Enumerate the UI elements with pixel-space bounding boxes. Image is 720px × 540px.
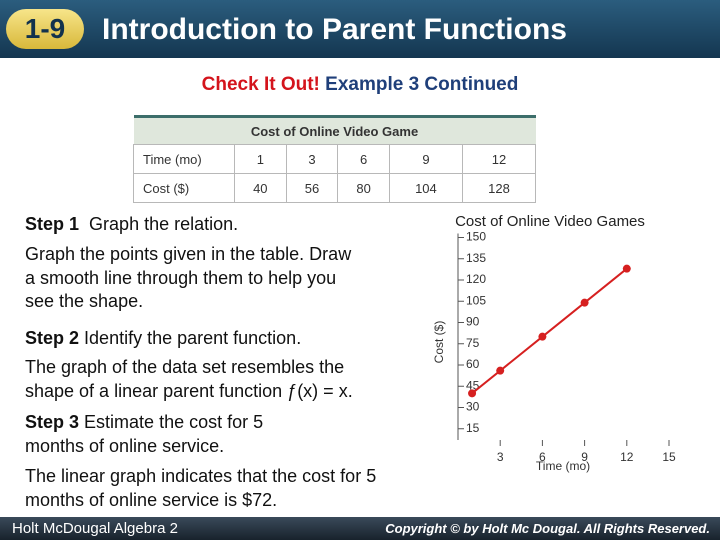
data-point: [496, 366, 505, 375]
y-tick-label: 150: [466, 230, 486, 244]
step-title: Estimate the cost for 5 months of online…: [25, 412, 264, 456]
header: 1-9 Introduction to Parent Functions: [0, 0, 720, 58]
y-tick-label: 75: [466, 336, 480, 350]
x-tick-label: 6: [539, 450, 546, 464]
data-point: [538, 332, 547, 341]
cell: 56: [285, 173, 339, 203]
chart-title: Cost of Online Video Games: [455, 213, 645, 230]
cell: 128: [461, 173, 537, 203]
subtitle-lead: Check It Out!: [201, 74, 320, 95]
x-tick-label: 9: [581, 450, 588, 464]
step-heading: Step 1 Graph the relation.: [25, 213, 405, 237]
y-tick-label: 135: [466, 251, 486, 265]
subtitle: Check It Out! Example 3 Continued: [0, 74, 720, 96]
x-tick-label: 15: [662, 450, 676, 464]
section-number: 1-9: [6, 9, 84, 49]
y-tick-label: 105: [466, 293, 486, 307]
table-title: Cost of Online Video Game: [133, 115, 536, 145]
step-heading: Step 2 Identify the parent function.: [25, 327, 405, 351]
step-label: Step 2: [25, 328, 80, 348]
data-line: [471, 267, 628, 395]
step-text: The linear graph indicates that the cost…: [25, 466, 377, 510]
x-axis-label: Time (mo): [536, 459, 590, 473]
step-label: Step 1: [25, 214, 80, 234]
x-tick-label: 3: [497, 450, 504, 464]
footer-left: Holt McDougal Algebra 2: [12, 520, 178, 537]
slide-title: Introduction to Parent Functions: [102, 13, 567, 46]
y-tick-label: 90: [466, 315, 480, 329]
step-heading: Step 3 Estimate the cost for 5 months of…: [25, 411, 325, 458]
subtitle-text: Example 3 Continued: [325, 74, 519, 95]
footer: Holt McDougal Algebra 2 Copyright © by H…: [0, 517, 720, 540]
cell: Time (mo): [133, 144, 235, 174]
step-title: Graph the relation.: [89, 214, 239, 234]
step-label: Step 3: [25, 412, 80, 432]
cell: 9: [388, 144, 463, 174]
data-point: [622, 264, 631, 273]
y-tick-label: 60: [466, 357, 480, 371]
y-tick-label: 30: [466, 400, 480, 414]
y-axis-label: Cost ($): [432, 321, 446, 364]
cell: Cost ($): [133, 173, 235, 203]
step-text: Graph the points given in the table. Dra…: [25, 244, 352, 311]
step-text: The graph of the data set resembles the …: [25, 357, 353, 401]
footer-right: Copyright © by Holt Mc Dougal. All Right…: [385, 521, 710, 536]
data-table: Cost of Online Video Game Time (mo) 1 3 6 9 1…: [133, 115, 537, 203]
cell: 12: [461, 144, 537, 174]
step-title: Identify the parent function.: [84, 328, 302, 348]
y-tick-label: 15: [466, 421, 480, 435]
data-point: [580, 298, 589, 307]
data-point: [468, 389, 477, 398]
cell: 104: [388, 173, 463, 203]
x-tick-label: 12: [620, 450, 634, 464]
y-tick-label: 120: [466, 272, 486, 286]
